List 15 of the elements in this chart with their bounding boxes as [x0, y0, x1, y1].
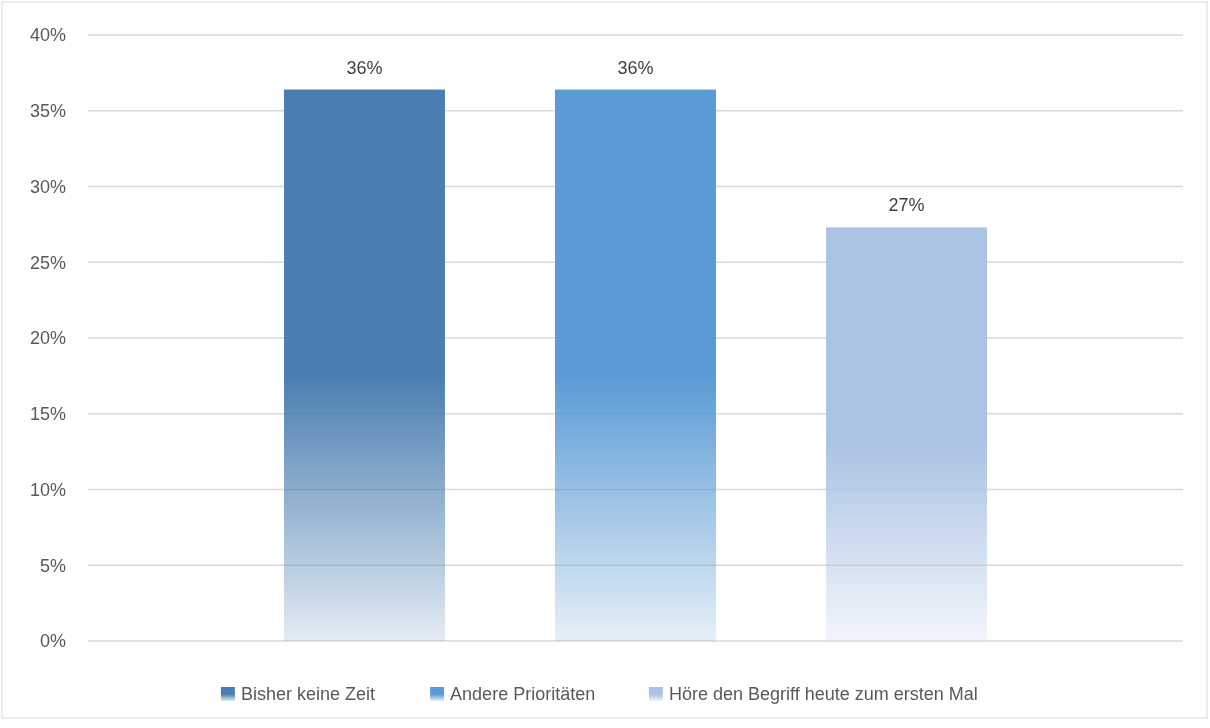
y-tick-label: 30%	[29, 176, 66, 197]
y-tick-label: 15%	[29, 404, 66, 425]
y-tick-label: 40%	[29, 25, 66, 46]
y-tick-label: 0%	[39, 631, 66, 652]
data-label: 36%	[617, 57, 654, 78]
y-tick-label: 5%	[39, 555, 66, 576]
y-tick-label: 35%	[29, 101, 66, 122]
legend-label: Höre den Begriff heute zum ersten Mal	[668, 684, 978, 705]
legend-label: Andere Prioritäten	[450, 684, 596, 705]
y-tick-label: 25%	[29, 252, 66, 273]
y-tick-label: 10%	[29, 479, 66, 500]
legend-label: Bisher keine Zeit	[240, 684, 375, 705]
data-label: 27%	[888, 195, 925, 216]
y-tick-label: 20%	[29, 328, 66, 349]
data-label: 36%	[346, 57, 383, 78]
